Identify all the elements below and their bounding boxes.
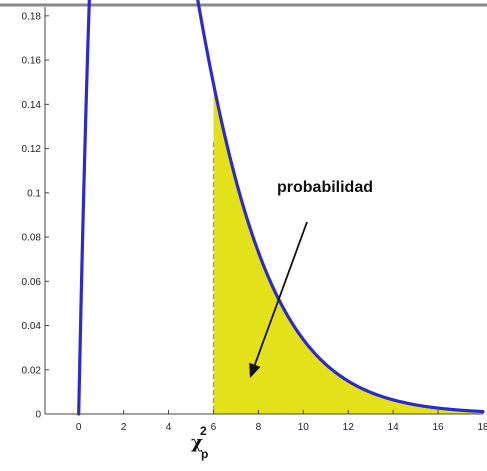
- y-tick-label: 0.06: [22, 277, 42, 288]
- probability-annotation: probabilidad: [277, 179, 373, 196]
- x-tick-label: 18: [477, 422, 487, 433]
- critical-value-label: χ: [191, 432, 203, 453]
- y-tick-label: 0.14: [22, 100, 42, 111]
- y-tick-label: 0.12: [22, 144, 42, 155]
- x-tick-label: 10: [298, 422, 310, 433]
- y-tick-label: 0.08: [22, 233, 42, 244]
- x-tick-label: 6: [211, 422, 217, 433]
- x-tick-label: 16: [433, 422, 445, 433]
- x-tick-label: 12: [343, 422, 355, 433]
- y-tick-label: 0.16: [22, 56, 42, 67]
- probability-area: [213, 83, 483, 415]
- y-tick-label: 0.1: [27, 188, 41, 199]
- annotation-arrow: [253, 221, 308, 366]
- x-ticks: 0 2 4 6 8 10 12 14 16 18: [76, 410, 487, 433]
- critical-value-subscript: p: [201, 447, 208, 461]
- x-tick-label: 0: [76, 422, 82, 433]
- x-tick-label: 8: [256, 422, 262, 433]
- y-tick-label: 0.02: [22, 365, 42, 376]
- y-tick-label: 0.04: [22, 321, 42, 332]
- y-ticks: 0 0.02 0.04 0.06 0.08 0.1 0.12 0.14 0.16 0.18: [22, 11, 49, 421]
- y-tick-label: 0: [35, 410, 41, 421]
- x-tick-label: 2: [121, 422, 127, 433]
- y-tick-label: 0.18: [22, 11, 42, 22]
- density-curve: [77, 0, 485, 416]
- critical-value-superscript: 2: [200, 424, 207, 438]
- x-tick-label: 4: [166, 422, 172, 433]
- arrowhead-icon: [249, 362, 261, 378]
- x-tick-label: 14: [388, 422, 400, 433]
